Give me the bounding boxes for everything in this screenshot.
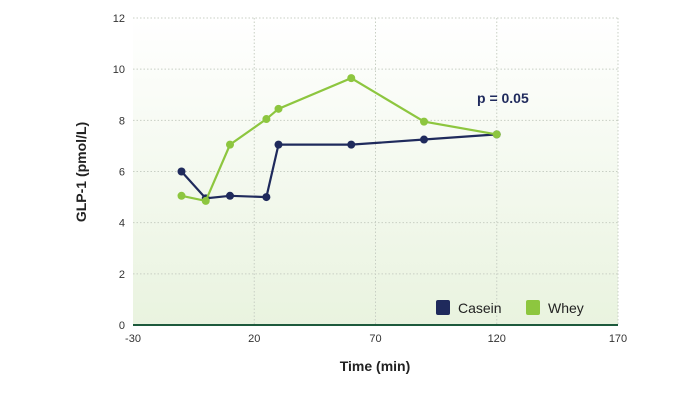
y-tick-label: 2 <box>119 269 125 281</box>
data-point <box>177 191 186 200</box>
legend-item-casein: Casein <box>436 300 502 316</box>
data-point <box>226 140 234 149</box>
x-tick-label: 120 <box>488 333 506 345</box>
x-tick-label: 70 <box>369 333 381 345</box>
data-point <box>226 191 234 200</box>
data-point <box>420 117 428 126</box>
y-tick-label: 6 <box>119 167 125 179</box>
series-whey <box>177 74 501 205</box>
legend-swatch <box>526 300 540 315</box>
data-point <box>177 167 186 176</box>
x-tick-label: 170 <box>609 333 627 345</box>
y-axis-label: GLP-1 (pmol/L) <box>73 122 89 222</box>
data-point <box>262 115 271 124</box>
y-tick-label: 8 <box>119 115 125 127</box>
legend-label: Casein <box>458 300 502 316</box>
y-tick-label: 10 <box>113 64 125 76</box>
data-point <box>347 74 356 83</box>
data-point <box>201 196 210 205</box>
x-tick-label: 20 <box>248 333 260 345</box>
x-tick-label: -30 <box>125 333 141 345</box>
data-point <box>420 135 428 144</box>
data-point <box>492 130 501 139</box>
x-axis-label: Time (min) <box>340 358 411 374</box>
y-tick-label: 12 <box>113 13 125 25</box>
data-point <box>262 193 271 202</box>
data-point <box>274 140 283 149</box>
legend-label: Whey <box>548 300 584 316</box>
series-line <box>181 76 497 203</box>
series-line <box>180 133 497 200</box>
data-point <box>274 104 283 113</box>
y-tick-label: 0 <box>119 320 125 332</box>
legend-swatch <box>436 300 450 315</box>
p-value-annotation: p = 0.05 <box>477 90 529 106</box>
data-point <box>347 140 356 149</box>
legend-item-whey: Whey <box>526 300 584 316</box>
y-tick-label: 4 <box>119 218 125 230</box>
